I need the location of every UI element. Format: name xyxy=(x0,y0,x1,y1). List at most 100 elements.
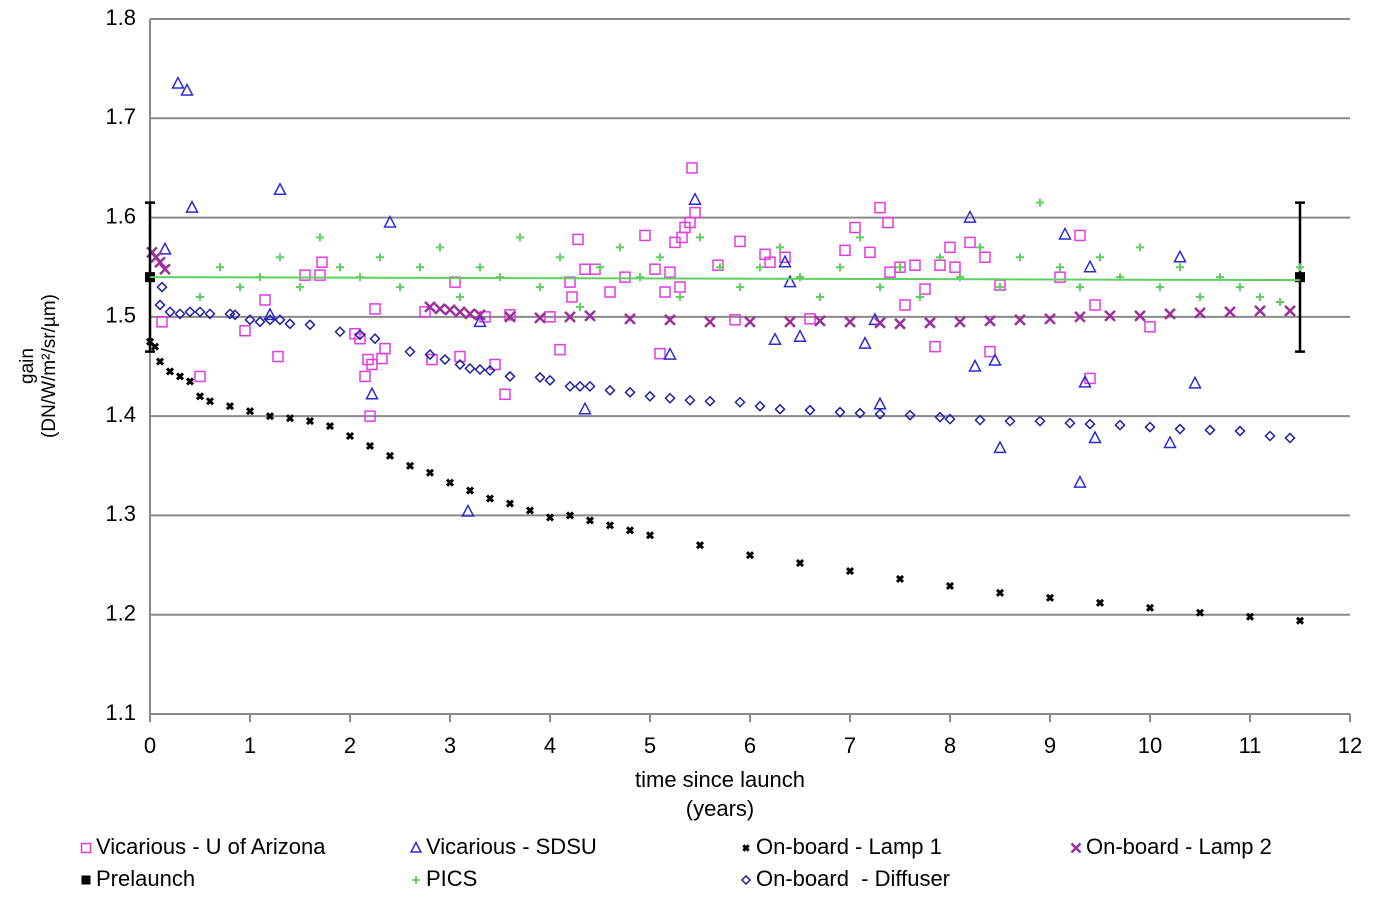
point xyxy=(664,266,676,278)
point xyxy=(416,263,424,272)
point xyxy=(924,316,936,329)
x-tick-label: 10 xyxy=(1138,733,1162,758)
point xyxy=(1073,475,1087,488)
x-tick-label: 0 xyxy=(144,733,156,758)
point xyxy=(325,422,335,431)
point xyxy=(736,283,744,292)
point xyxy=(564,310,576,323)
point xyxy=(1144,321,1156,333)
point xyxy=(1114,419,1126,431)
point xyxy=(1095,598,1105,607)
point xyxy=(585,516,595,525)
point xyxy=(704,315,716,328)
point xyxy=(456,293,464,301)
point xyxy=(676,293,684,301)
y-axis-title: gain xyxy=(17,348,38,384)
point xyxy=(834,406,846,418)
point xyxy=(316,233,324,242)
point xyxy=(654,347,666,360)
point xyxy=(919,283,931,295)
point xyxy=(934,259,946,271)
point xyxy=(936,253,944,262)
point xyxy=(175,372,185,381)
point xyxy=(996,283,1004,292)
point xyxy=(464,362,476,375)
point xyxy=(239,325,251,337)
point xyxy=(689,206,701,219)
point xyxy=(964,236,976,249)
point xyxy=(396,283,404,292)
point xyxy=(754,400,766,412)
point xyxy=(858,336,872,349)
point xyxy=(874,201,886,214)
x-axis-title: (years) xyxy=(686,796,754,821)
point xyxy=(963,209,977,223)
point xyxy=(659,286,671,298)
point xyxy=(383,214,397,228)
y-tick-label: 1.4 xyxy=(105,402,136,427)
point xyxy=(1145,603,1155,612)
point xyxy=(544,374,556,386)
point xyxy=(1074,229,1086,242)
point xyxy=(954,315,966,328)
x-tick-label: 1 xyxy=(244,733,256,758)
point xyxy=(345,431,355,441)
point xyxy=(434,303,446,315)
point xyxy=(185,377,195,386)
point xyxy=(882,216,894,229)
point xyxy=(1004,415,1016,427)
point xyxy=(419,306,431,318)
point xyxy=(894,317,906,330)
point xyxy=(1056,263,1064,272)
point xyxy=(696,233,704,242)
point xyxy=(1176,263,1184,272)
point xyxy=(596,263,604,272)
point xyxy=(504,370,516,382)
point xyxy=(505,499,515,508)
point xyxy=(499,388,511,401)
point xyxy=(259,294,271,306)
x-tick-label: 6 xyxy=(744,733,756,758)
point xyxy=(1256,293,1264,301)
point xyxy=(909,259,921,271)
point xyxy=(566,291,578,303)
point xyxy=(359,370,371,383)
point xyxy=(436,243,444,252)
point xyxy=(205,397,215,406)
legend-marker xyxy=(1070,842,1082,854)
point xyxy=(196,293,204,301)
point xyxy=(874,408,886,420)
x-tick-label: 4 xyxy=(544,733,556,758)
point xyxy=(265,412,275,421)
point xyxy=(254,316,266,328)
point xyxy=(1204,424,1216,436)
point xyxy=(504,310,516,323)
x-tick-label: 8 xyxy=(944,733,956,758)
point xyxy=(1174,423,1186,435)
point xyxy=(704,395,716,407)
point xyxy=(516,233,524,242)
point xyxy=(545,513,555,522)
point xyxy=(496,273,504,282)
point xyxy=(793,329,807,342)
point xyxy=(1245,612,1255,621)
point xyxy=(574,380,586,392)
legend-marker xyxy=(742,844,750,852)
point xyxy=(473,314,487,328)
point xyxy=(376,253,384,262)
point xyxy=(1144,421,1156,433)
point xyxy=(899,299,911,311)
point xyxy=(404,346,416,358)
point xyxy=(336,263,344,272)
point xyxy=(956,273,964,282)
point xyxy=(1116,273,1124,282)
point xyxy=(896,263,904,272)
point xyxy=(1064,417,1076,429)
point xyxy=(445,478,455,487)
point xyxy=(1076,283,1084,292)
point xyxy=(849,221,861,234)
point xyxy=(154,256,166,269)
point xyxy=(578,401,592,415)
